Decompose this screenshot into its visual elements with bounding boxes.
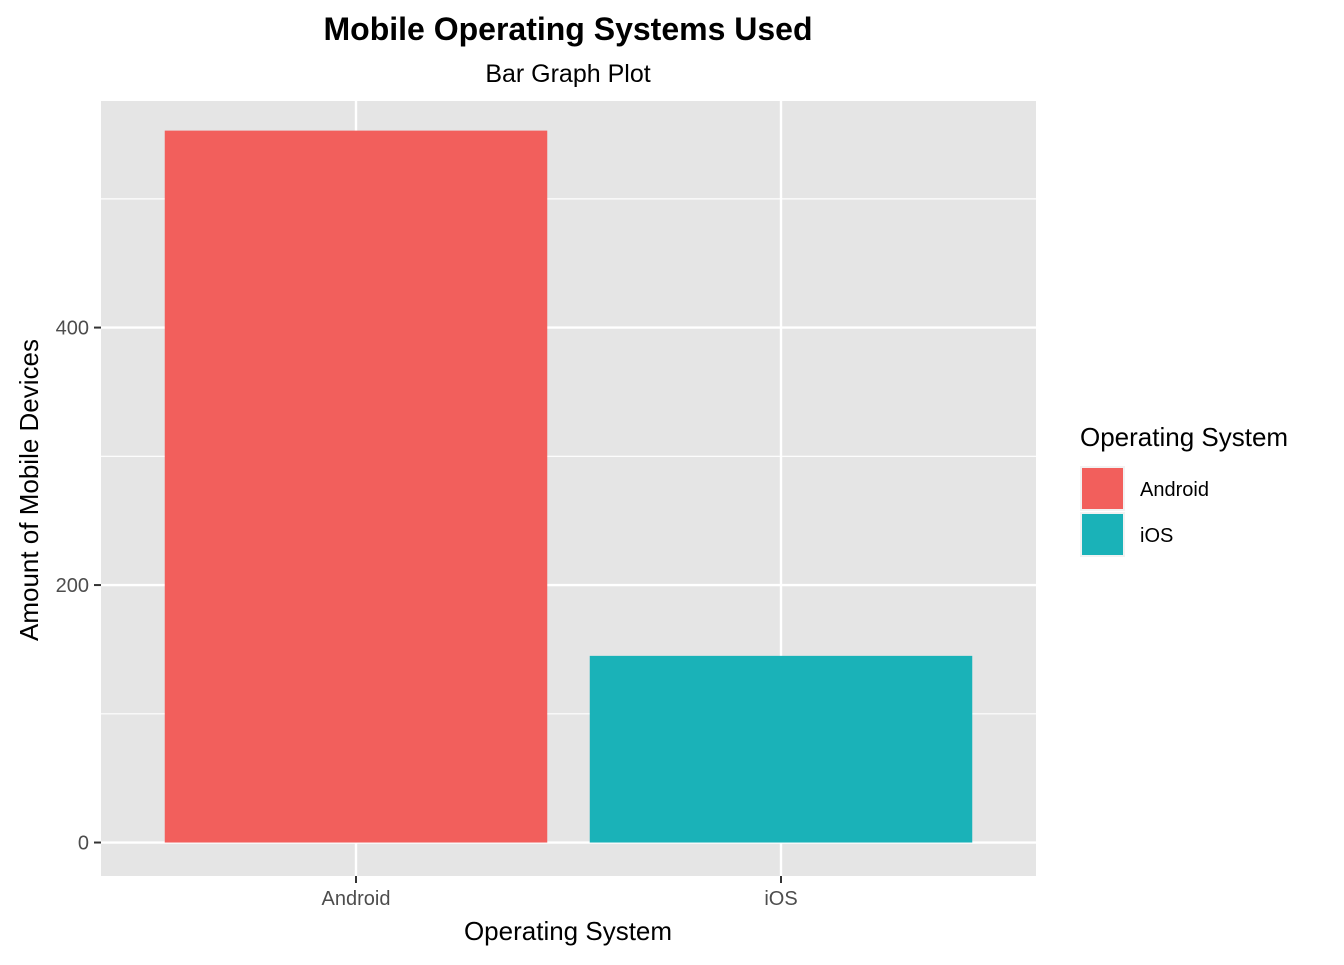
- bar-android: [164, 130, 548, 843]
- axes: 0 200 400 Android iOS: [56, 318, 798, 910]
- y-axis-title: Amount of Mobile Devices: [14, 339, 44, 641]
- x-tick-label: iOS: [764, 888, 797, 910]
- legend-key-ios: [1082, 514, 1123, 555]
- legend: Operating System Android iOS: [1080, 422, 1288, 557]
- y-tick-label: 400: [56, 318, 89, 340]
- legend-label: iOS: [1140, 525, 1173, 547]
- y-tick-label: 0: [78, 833, 89, 855]
- legend-title: Operating System: [1080, 422, 1288, 452]
- legend-key-android: [1082, 468, 1123, 509]
- legend-label: Android: [1140, 479, 1209, 501]
- bar-ios: [589, 655, 973, 843]
- y-tick-label: 200: [56, 575, 89, 597]
- bars: [164, 130, 973, 843]
- x-axis-title: Operating System: [464, 916, 672, 946]
- legend-items: Android iOS: [1080, 466, 1209, 557]
- x-tick-label: Android: [322, 888, 391, 910]
- chart-title: Mobile Operating Systems Used: [323, 11, 812, 47]
- chart-subtitle: Bar Graph Plot: [485, 60, 650, 88]
